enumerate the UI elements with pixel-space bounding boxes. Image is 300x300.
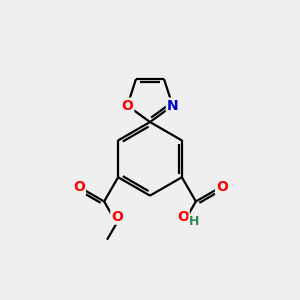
Text: N: N [167,99,178,112]
Text: O: O [122,99,133,112]
Text: O: O [73,181,85,194]
Text: O: O [177,210,189,224]
Text: H: H [189,215,200,228]
Text: O: O [111,210,123,224]
Text: O: O [216,180,228,194]
